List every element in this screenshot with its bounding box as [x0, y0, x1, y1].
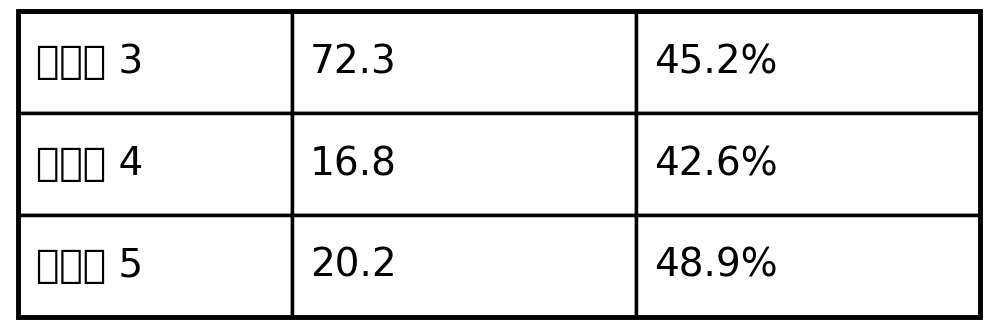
Bar	[636, 11, 980, 113]
Text: 42.6%: 42.6%	[654, 145, 777, 183]
Bar	[292, 215, 636, 317]
Bar	[18, 11, 292, 113]
Text: 对比例 3: 对比例 3	[36, 43, 143, 81]
Bar	[636, 113, 980, 215]
Text: 72.3: 72.3	[310, 43, 397, 81]
Bar	[292, 113, 636, 215]
Text: 16.8: 16.8	[310, 145, 397, 183]
Bar	[18, 113, 292, 215]
Bar	[292, 11, 636, 113]
Text: 48.9%: 48.9%	[654, 247, 777, 285]
Text: 对比例 5: 对比例 5	[36, 247, 143, 285]
Bar	[636, 215, 980, 317]
Text: 45.2%: 45.2%	[654, 43, 777, 81]
Text: 20.2: 20.2	[310, 247, 397, 285]
Text: 对比例 4: 对比例 4	[36, 145, 143, 183]
Bar	[18, 215, 292, 317]
